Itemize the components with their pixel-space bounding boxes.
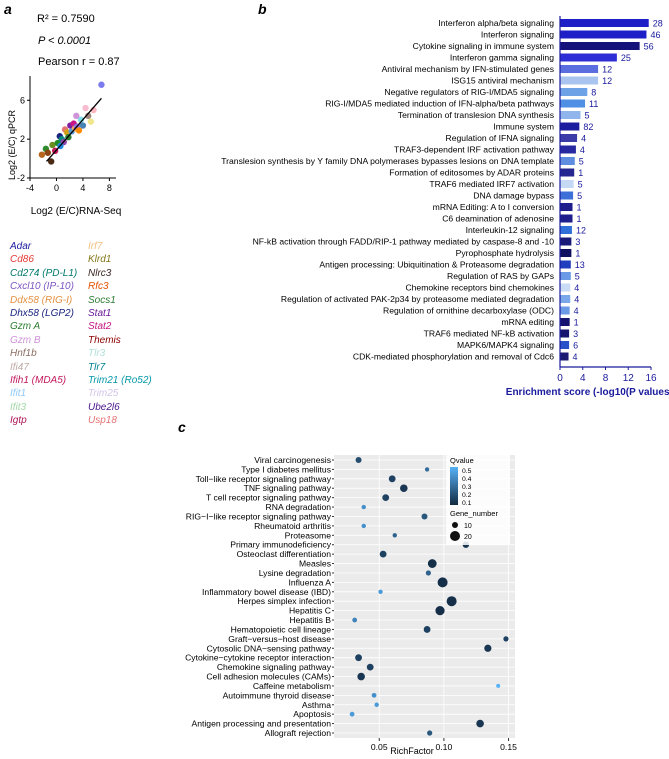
a-point: [98, 81, 105, 88]
gene-label: Nlrc3: [88, 267, 112, 279]
panel-a-label: a: [4, 1, 12, 17]
gene-label: Rfc3: [88, 281, 109, 293]
a-x-tick-label: 4: [80, 183, 85, 193]
gene-label: Ifih1 (MDA5): [10, 375, 67, 386]
panel-a-xlabel: Log2 (E/C)RNA-Seq: [31, 206, 122, 217]
gene-label: Tlr7: [88, 361, 106, 373]
a-point: [79, 122, 87, 129]
a-point: [85, 112, 92, 120]
a-x-tick-label: 8: [107, 183, 112, 193]
gene-label: Stat1: [88, 308, 112, 319]
gene-label: Ifi47: [10, 361, 29, 373]
a-y-tick-label: 6: [20, 95, 25, 105]
a-point: [82, 104, 89, 112]
a-point: [49, 141, 56, 149]
gene-label: Socs1: [88, 294, 116, 306]
gene-label: Hnf1b: [10, 348, 37, 360]
gene-label: Themis: [88, 334, 121, 346]
gene-label: Trim25: [88, 388, 119, 400]
stat-pvalue: P < 0.0001: [38, 35, 91, 47]
gene-label: Ifit1: [10, 388, 27, 400]
gene-label: Ifit3: [10, 401, 27, 413]
a-point: [47, 158, 55, 165]
gene-label: Cd274 (PD-L1): [10, 267, 78, 279]
gene-label: Ddx58 (RIG-I): [10, 294, 73, 306]
a-point: [73, 112, 80, 120]
gene-label: Tlr3: [88, 348, 106, 360]
gene-label: Cxcl10 (IP-10): [10, 281, 74, 293]
a-point: [75, 127, 83, 134]
gene-label: Igtp: [10, 415, 27, 427]
a-point: [77, 116, 85, 123]
a-x-tick-label: 0: [54, 183, 59, 193]
a-point: [87, 118, 95, 125]
stat-r2: R² = 0.7590: [37, 13, 95, 25]
a-point: [44, 149, 52, 156]
gene-label: Irf7: [88, 241, 103, 252]
panel-a-ylabel: Log2 (E/C) qPCR: [7, 109, 17, 180]
a-point: [38, 151, 46, 158]
gene-label: Gzm B: [10, 334, 41, 346]
stat-pearson: Pearson r = 0.87: [38, 56, 120, 68]
gene-label: Trim21 (Ro52): [88, 375, 152, 386]
a-fit-line: [46, 97, 102, 162]
gene-label: Gzm A: [10, 321, 41, 333]
a-y-tick-label: -2: [17, 173, 25, 183]
gene-label: Stat2: [88, 321, 112, 333]
gene-label: Usp18: [88, 415, 117, 427]
gene-label: Cd86: [10, 254, 34, 266]
gene-label: Klrd1: [88, 254, 112, 266]
a-x-tick-label: -4: [26, 183, 34, 193]
gene-label: Dhx58 (LGP2): [10, 308, 74, 319]
gene-label: Adar: [10, 241, 32, 252]
gene-label: Ube2l6: [88, 401, 120, 413]
a-y-tick-label: 2: [20, 134, 25, 144]
